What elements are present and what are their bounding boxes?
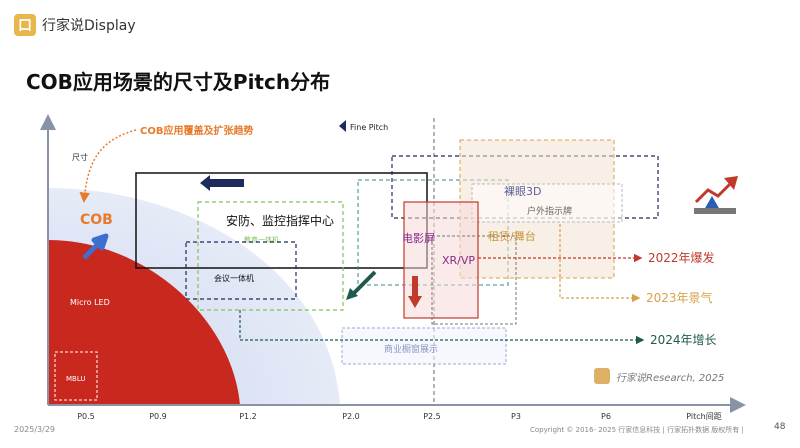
watermark-logo-icon — [594, 368, 610, 384]
year-2024-label: 2024年增长 — [650, 333, 717, 347]
brand-name: 行家说Display — [42, 18, 136, 34]
x-axis-label: Pitch间距 — [686, 412, 721, 421]
trend-2023-line — [559, 224, 641, 303]
cob-trend-curve — [79, 129, 137, 203]
mblu-label: MBLU — [66, 375, 86, 383]
watermark: 行家说Research, 2025 — [616, 372, 724, 384]
mblu-box — [54, 351, 98, 401]
shrink-pitch-arrow-icon — [200, 175, 244, 191]
cinema-down-arrow-icon — [408, 276, 422, 308]
micro-led-area — [48, 240, 240, 405]
teal-diagonal-arrow-icon — [350, 270, 377, 297]
brand-logo-icon: 口 — [14, 14, 36, 36]
cob-trend-label: COB应用覆盖及扩张趋势 — [140, 124, 253, 137]
scenario-security: 安防、监控指挥中心 — [226, 213, 334, 228]
scenario-xr-vp: XR/VP — [442, 254, 475, 267]
footer-date: 2025/3/29 — [14, 425, 56, 434]
x-tick: P0.5 — [77, 412, 95, 421]
scenario-rental-stage: 租赁/舞台 — [488, 229, 536, 243]
x-tick: P2.0 — [342, 412, 360, 421]
xr-vp-box — [431, 235, 517, 325]
year-2023-label: 2023年景气 — [646, 290, 713, 305]
outdoor-sign-box — [471, 183, 623, 223]
scenario-conference: 会议一体机 — [214, 273, 254, 283]
scenario-naked-3d: 裸眼3D — [504, 184, 541, 198]
scenario-cinema: 电影屏 — [402, 232, 435, 245]
education-box — [197, 201, 344, 311]
slide-title: COB应用场景的尺寸及Pitch分布 — [26, 70, 331, 94]
fine-pitch-label: Fine Pitch — [350, 123, 388, 132]
fine-pitch-arrow-icon — [339, 120, 346, 132]
x-tick: P3 — [511, 412, 521, 421]
x-tick: P1.2 — [239, 412, 257, 421]
scenario-retail-window: 商业橱窗展示 — [384, 343, 438, 355]
micro-led-label: Micro LED — [70, 298, 110, 307]
retail-window-box — [341, 327, 507, 365]
cob-growth-arrow-icon — [82, 233, 109, 260]
x-tick: P2.5 — [423, 412, 441, 421]
x-tick: P0.9 — [149, 412, 167, 421]
year-2022-label: 2022年爆发 — [648, 250, 715, 265]
x-ticks: P0.5 P0.9 P1.2 P2.0 P2.5 P3 P6 — [77, 412, 611, 421]
footer-copyright: Copyright © 2016- 2025 行家信息科技 | 行家拓扑数据 版… — [530, 426, 744, 434]
scenario-outdoor-sign: 户外指示牌 — [527, 205, 572, 217]
cob-label: COB — [80, 212, 113, 228]
scenario-education: 教育一体机 — [244, 235, 279, 244]
page-number: 48 — [774, 422, 786, 432]
growth-arrows-icon — [694, 176, 738, 214]
x-tick: P6 — [601, 412, 611, 421]
y-axis-label: 尺寸 — [72, 152, 88, 162]
trend-2024-line — [239, 310, 645, 345]
